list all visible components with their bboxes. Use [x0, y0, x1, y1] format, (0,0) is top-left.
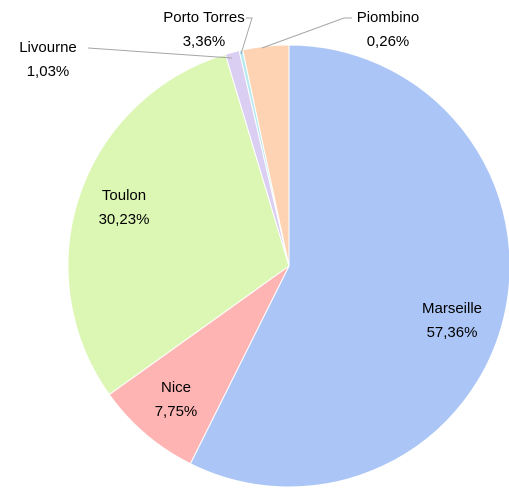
labels: Marseille 57,36% Nice 7,75% Toulon 30,23% Livo…	[19, 9, 482, 420]
slice-label: Porto Torres	[163, 9, 244, 26]
slice-label: Piombino	[357, 9, 420, 26]
slice-label: Toulon	[102, 187, 146, 204]
pie-slice	[189, 44, 509, 488]
slice-label: Nice	[161, 379, 191, 396]
pie	[67, 44, 509, 488]
value-label: 57,36%	[427, 324, 478, 341]
value-label: 30,23%	[99, 211, 150, 228]
pie-slice	[108, 265, 290, 465]
leader-line	[240, 17, 253, 55]
value-label: 1,03%	[27, 63, 70, 80]
value-label: 3,36%	[183, 33, 226, 50]
pie-slice	[67, 53, 290, 396]
value-label: 0,26%	[367, 33, 410, 50]
value-label: 7,75%	[155, 403, 198, 420]
leader-line	[261, 17, 352, 49]
slice-label: Livourne	[19, 39, 77, 56]
slice-label: Marseille	[422, 300, 482, 317]
leader-line	[87, 47, 233, 59]
